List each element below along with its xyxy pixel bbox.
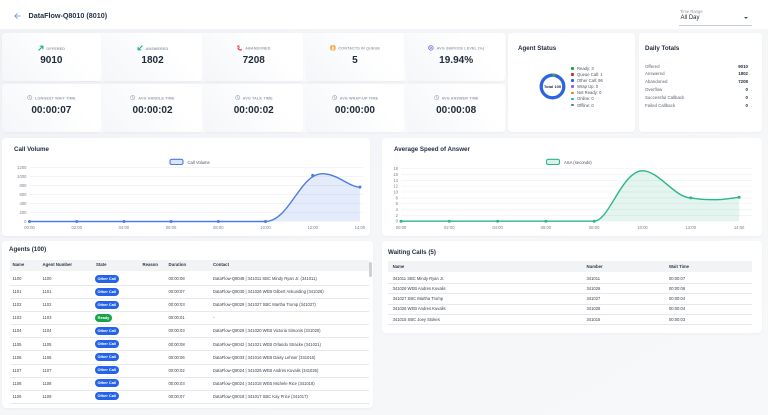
svg-text:04:00: 04:00: [119, 225, 130, 230]
svg-text:00:00: 00:00: [24, 225, 35, 230]
svg-text:10: 10: [393, 190, 398, 195]
svg-text:1200: 1200: [17, 165, 27, 170]
svg-text:02:00: 02:00: [71, 225, 82, 230]
svg-text:12:00: 12:00: [307, 225, 318, 230]
svg-text:4: 4: [396, 207, 399, 212]
svg-text:12: 12: [393, 184, 398, 189]
svg-text:10:00: 10:00: [637, 225, 648, 230]
svg-text:08:00: 08:00: [213, 225, 224, 230]
svg-text:0: 0: [24, 219, 27, 224]
svg-text:08:00: 08:00: [589, 225, 600, 230]
svg-text:200: 200: [20, 210, 28, 215]
svg-text:02:00: 02:00: [444, 225, 455, 230]
svg-text:400: 400: [20, 201, 28, 206]
svg-text:06:00: 06:00: [166, 225, 177, 230]
svg-text:10:00: 10:00: [260, 225, 271, 230]
svg-text:2: 2: [396, 213, 399, 218]
svg-text:06:00: 06:00: [541, 225, 552, 230]
svg-text:600: 600: [20, 192, 28, 197]
svg-text:14:00: 14:00: [355, 225, 366, 230]
svg-text:800: 800: [20, 183, 28, 188]
svg-text:6: 6: [396, 201, 399, 206]
svg-text:12:00: 12:00: [686, 225, 697, 230]
svg-text:18: 18: [393, 166, 398, 171]
svg-text:ASA (seconds): ASA (seconds): [564, 160, 592, 165]
svg-text:00:00: 00:00: [396, 225, 407, 230]
svg-text:Total 100: Total 100: [543, 84, 561, 89]
svg-text:14: 14: [393, 178, 398, 183]
svg-text:1000: 1000: [17, 174, 27, 179]
svg-text:Call Volume: Call Volume: [188, 160, 211, 165]
svg-text:8: 8: [396, 195, 399, 200]
svg-text:0: 0: [396, 219, 399, 224]
svg-text:14:00: 14:00: [734, 225, 745, 230]
svg-text:04:00: 04:00: [492, 225, 503, 230]
svg-text:16: 16: [393, 172, 398, 177]
